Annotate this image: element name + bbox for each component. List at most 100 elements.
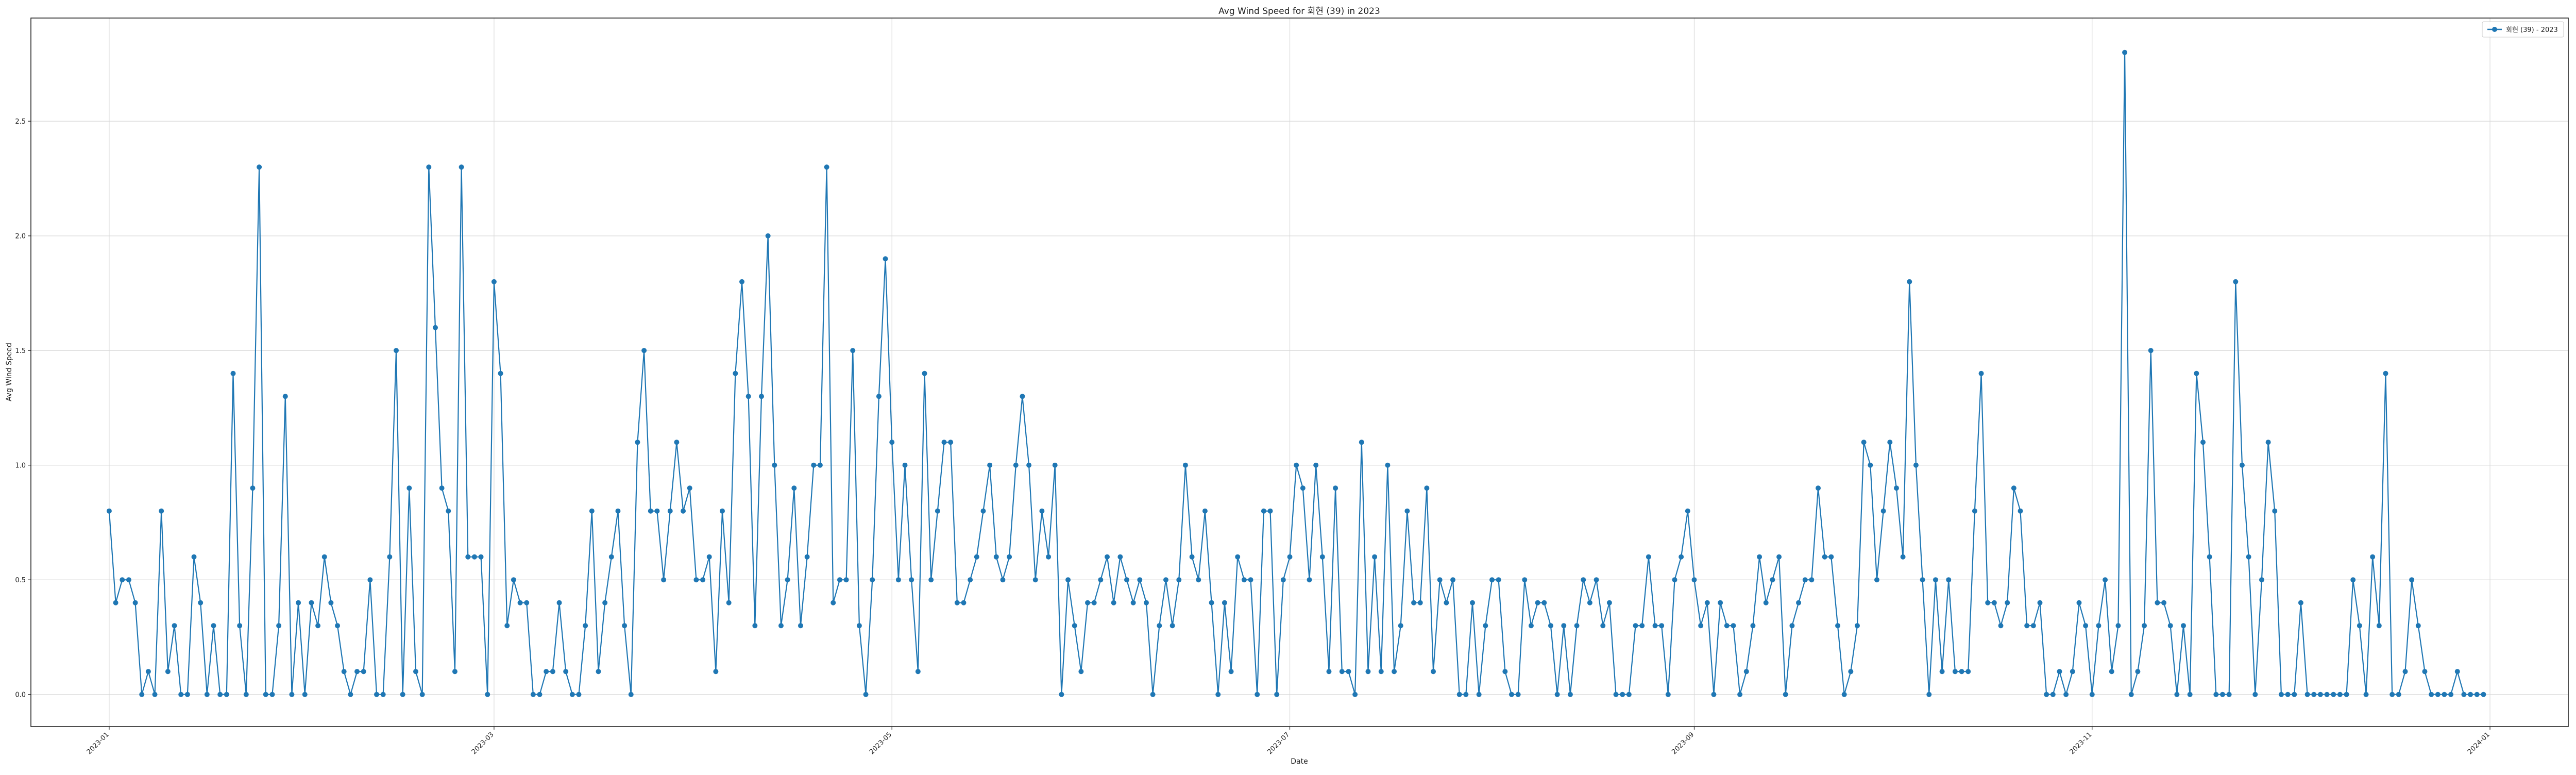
data-point bbox=[837, 577, 842, 583]
data-point bbox=[928, 577, 934, 583]
data-point bbox=[1809, 577, 1815, 583]
data-point bbox=[289, 692, 295, 697]
data-point bbox=[413, 669, 418, 675]
data-point bbox=[1365, 669, 1371, 675]
data-point bbox=[1939, 669, 1945, 675]
data-point bbox=[1672, 577, 1677, 583]
data-point bbox=[895, 577, 901, 583]
data-point bbox=[485, 692, 490, 697]
data-point bbox=[361, 669, 366, 675]
data-point bbox=[1444, 600, 1449, 605]
data-point bbox=[1098, 577, 1104, 583]
data-point bbox=[374, 692, 380, 697]
data-point bbox=[1679, 554, 1684, 560]
data-point bbox=[1039, 508, 1045, 514]
data-point bbox=[654, 508, 660, 514]
data-point bbox=[1032, 577, 1038, 583]
data-point bbox=[1026, 462, 1032, 468]
data-point bbox=[1743, 669, 1749, 675]
data-point bbox=[387, 554, 393, 560]
data-point bbox=[1554, 692, 1560, 697]
data-point bbox=[211, 623, 216, 629]
data-point bbox=[1470, 600, 1476, 605]
data-point bbox=[2363, 692, 2369, 697]
data-point bbox=[2259, 577, 2264, 583]
data-point bbox=[341, 669, 347, 675]
data-point bbox=[824, 164, 829, 170]
data-point bbox=[785, 577, 790, 583]
data-point bbox=[204, 692, 210, 697]
data-point bbox=[250, 485, 256, 491]
data-point bbox=[1933, 577, 1938, 583]
data-point bbox=[2298, 600, 2303, 605]
data-point bbox=[843, 577, 849, 583]
data-point bbox=[674, 440, 680, 445]
data-point bbox=[1828, 554, 1834, 560]
data-point bbox=[713, 669, 719, 675]
data-point bbox=[1287, 554, 1293, 560]
data-point bbox=[2219, 692, 2225, 697]
data-point bbox=[1280, 577, 1286, 583]
data-point bbox=[1965, 669, 1971, 675]
data-point bbox=[1437, 577, 1443, 583]
data-point bbox=[1052, 462, 1058, 468]
data-point bbox=[1841, 692, 1847, 697]
data-point bbox=[1685, 508, 1690, 514]
x-axis-label: Date bbox=[1291, 757, 1308, 766]
data-point bbox=[348, 692, 353, 697]
data-point bbox=[2435, 692, 2441, 697]
data-point bbox=[446, 508, 451, 514]
data-point bbox=[120, 577, 125, 583]
data-point bbox=[2461, 692, 2467, 697]
data-point bbox=[2376, 623, 2382, 629]
data-point bbox=[2181, 623, 2187, 629]
data-point bbox=[471, 554, 477, 560]
grid bbox=[31, 18, 2568, 727]
data-point bbox=[230, 370, 236, 376]
data-point bbox=[700, 577, 706, 583]
data-point bbox=[2187, 692, 2193, 697]
data-point bbox=[1959, 669, 1964, 675]
data-point bbox=[1333, 485, 1338, 491]
data-point bbox=[752, 623, 758, 629]
data-point bbox=[1378, 669, 1384, 675]
data-point bbox=[1450, 577, 1456, 583]
data-point bbox=[178, 692, 184, 697]
data-point bbox=[961, 600, 967, 605]
data-point bbox=[1718, 600, 1723, 605]
data-point bbox=[915, 669, 921, 675]
data-point bbox=[544, 669, 549, 675]
data-point bbox=[1417, 600, 1423, 605]
data-point bbox=[1783, 692, 1788, 697]
data-point bbox=[524, 600, 530, 605]
data-point bbox=[1319, 554, 1325, 560]
data-point bbox=[706, 554, 712, 560]
data-point bbox=[1000, 577, 1006, 583]
data-point bbox=[2474, 692, 2480, 697]
data-point bbox=[608, 554, 614, 560]
data-point bbox=[811, 462, 817, 468]
data-point bbox=[1574, 623, 1580, 629]
data-point bbox=[1691, 577, 1697, 583]
y-tick-label: 0.5 bbox=[15, 577, 26, 584]
data-point bbox=[628, 692, 634, 697]
data-point bbox=[1065, 577, 1071, 583]
data-point bbox=[1796, 600, 1802, 605]
data-point bbox=[1078, 669, 1084, 675]
data-point bbox=[661, 577, 667, 583]
data-point bbox=[1998, 623, 2004, 629]
data-point bbox=[1620, 692, 1625, 697]
data-point bbox=[504, 623, 510, 629]
data-point bbox=[883, 256, 888, 262]
data-point bbox=[2389, 692, 2395, 697]
data-point bbox=[804, 554, 810, 560]
data-point bbox=[2324, 692, 2330, 697]
data-point bbox=[1222, 600, 1227, 605]
data-point bbox=[935, 508, 940, 514]
data-point bbox=[2233, 279, 2239, 284]
data-point bbox=[772, 462, 777, 468]
data-point bbox=[758, 394, 764, 399]
data-point bbox=[954, 600, 960, 605]
